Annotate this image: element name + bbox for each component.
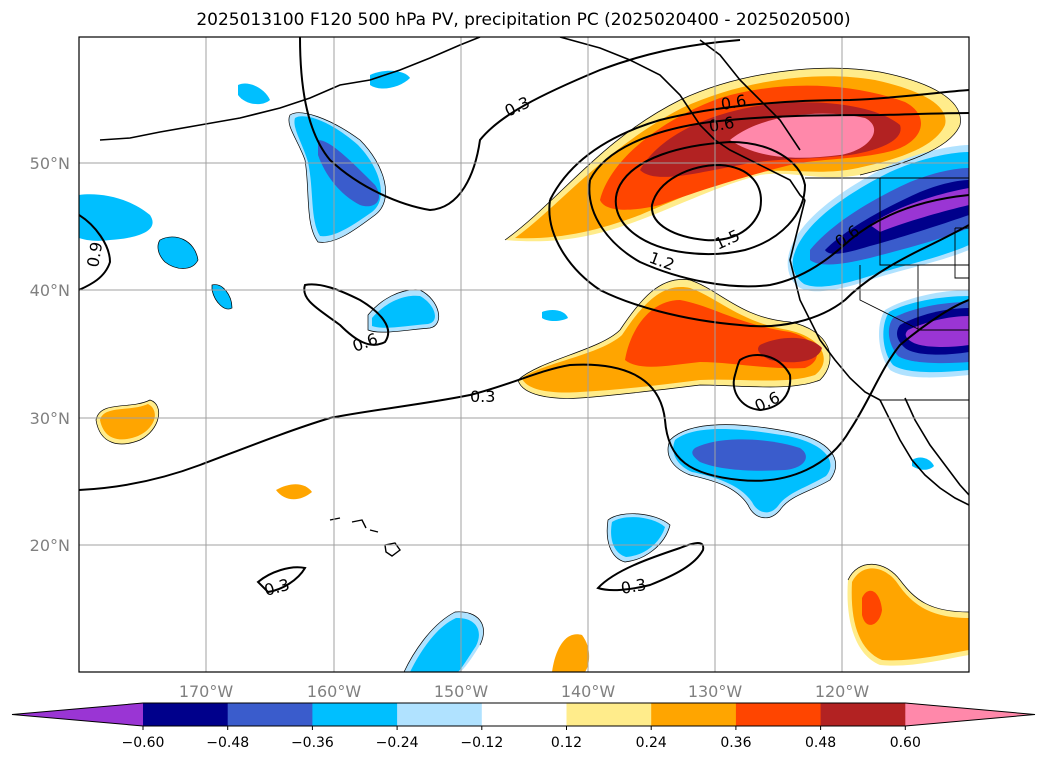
lon-label: 120°W (815, 682, 870, 701)
contour-label: 0.9 (83, 240, 106, 268)
colorbar-segment (820, 703, 906, 726)
precip-negative-central (404, 424, 934, 672)
colorbar-segment (651, 703, 737, 726)
precip-positive-patch-south (552, 634, 590, 672)
lon-label: 170°W (179, 682, 234, 701)
contour-0.3-south (596, 542, 705, 592)
lat-label: 40°N (30, 281, 70, 300)
hawaii-islands (329, 517, 401, 557)
precip-positive-patch-small (276, 484, 312, 500)
contour-label: 0.3 (470, 387, 495, 406)
contour-label: 0.6 (707, 113, 735, 136)
contour-0.3-sw (256, 566, 307, 594)
contour-label: 0.6 (719, 91, 747, 114)
colorbar-tick-label: −0.24 (376, 735, 419, 751)
colorbar-segment (312, 703, 398, 726)
colorbar-tick-label: −0.48 (206, 735, 249, 751)
contour-0.9-north (589, 112, 969, 181)
colorbar-tick-label: 0.12 (551, 735, 582, 751)
longitude-labels: 170°W 160°W 150°W 140°W 130°W 120°W (179, 682, 870, 701)
colorbar-segment (143, 703, 229, 726)
colorbar-segment (227, 703, 313, 726)
precip-positive-northeast (505, 68, 961, 242)
colorbar-segment (481, 703, 567, 726)
colorbar-tick-label: 0.36 (720, 735, 751, 751)
contour-0.3-north (299, 37, 741, 212)
map-content: 0.3 0.6 0.9 1.2 1.5 0.6 0.3 0.6 0.3 0.3 … (79, 37, 969, 672)
colorbar-segment (566, 703, 652, 726)
colorbar: −0.60 −0.48 −0.36 −0.24 −0.12 0.12 0.24 0.36 0.4… (11, 702, 1036, 751)
precip-positive-southeast (847, 564, 969, 666)
contour-0.6-north (549, 89, 969, 201)
colorbar-segment (735, 703, 822, 726)
colorbar-tick-label: 0.24 (636, 735, 667, 751)
lon-label: 150°W (434, 682, 489, 701)
contour-0.6-south (732, 354, 792, 412)
latitude-labels: 50°N 40°N 30°N 20°N (30, 154, 70, 555)
contour-0.3-central (79, 299, 969, 491)
colorbar-tick-label: −0.60 (122, 735, 165, 751)
contour-0.6-island (303, 283, 390, 346)
colorbar-tick-label: −0.36 (291, 735, 334, 751)
gridlines (79, 37, 969, 672)
precip-positive-central (518, 279, 830, 399)
precip-negative-west (79, 70, 568, 333)
colorbar-segment (397, 703, 483, 726)
figure-title: 2025013100 F120 500 hPa PV, precipitatio… (196, 10, 851, 30)
precip-outlines (95, 67, 969, 672)
colorbar-extend-min (12, 703, 143, 726)
contour-label: 0.3 (619, 575, 647, 598)
map-frame (78, 36, 970, 673)
lat-label: 50°N (30, 154, 70, 173)
lon-label: 140°W (561, 682, 616, 701)
colorbar-tick-label: 0.60 (890, 735, 921, 751)
lat-label: 30°N (30, 409, 70, 428)
lon-label: 160°W (307, 682, 362, 701)
lon-label: 130°W (688, 682, 743, 701)
colorbar-tick-label: −0.12 (460, 735, 503, 751)
colorbar-tick-label: 0.48 (805, 735, 836, 751)
contour-0.9-south (588, 179, 969, 288)
lat-label: 20°N (30, 536, 70, 555)
contour-1.5 (650, 163, 762, 242)
contour-0.9-west (79, 214, 112, 291)
coastlines (99, 37, 969, 506)
contour-1.2 (614, 140, 807, 255)
colorbar-extend-max (905, 703, 1035, 726)
